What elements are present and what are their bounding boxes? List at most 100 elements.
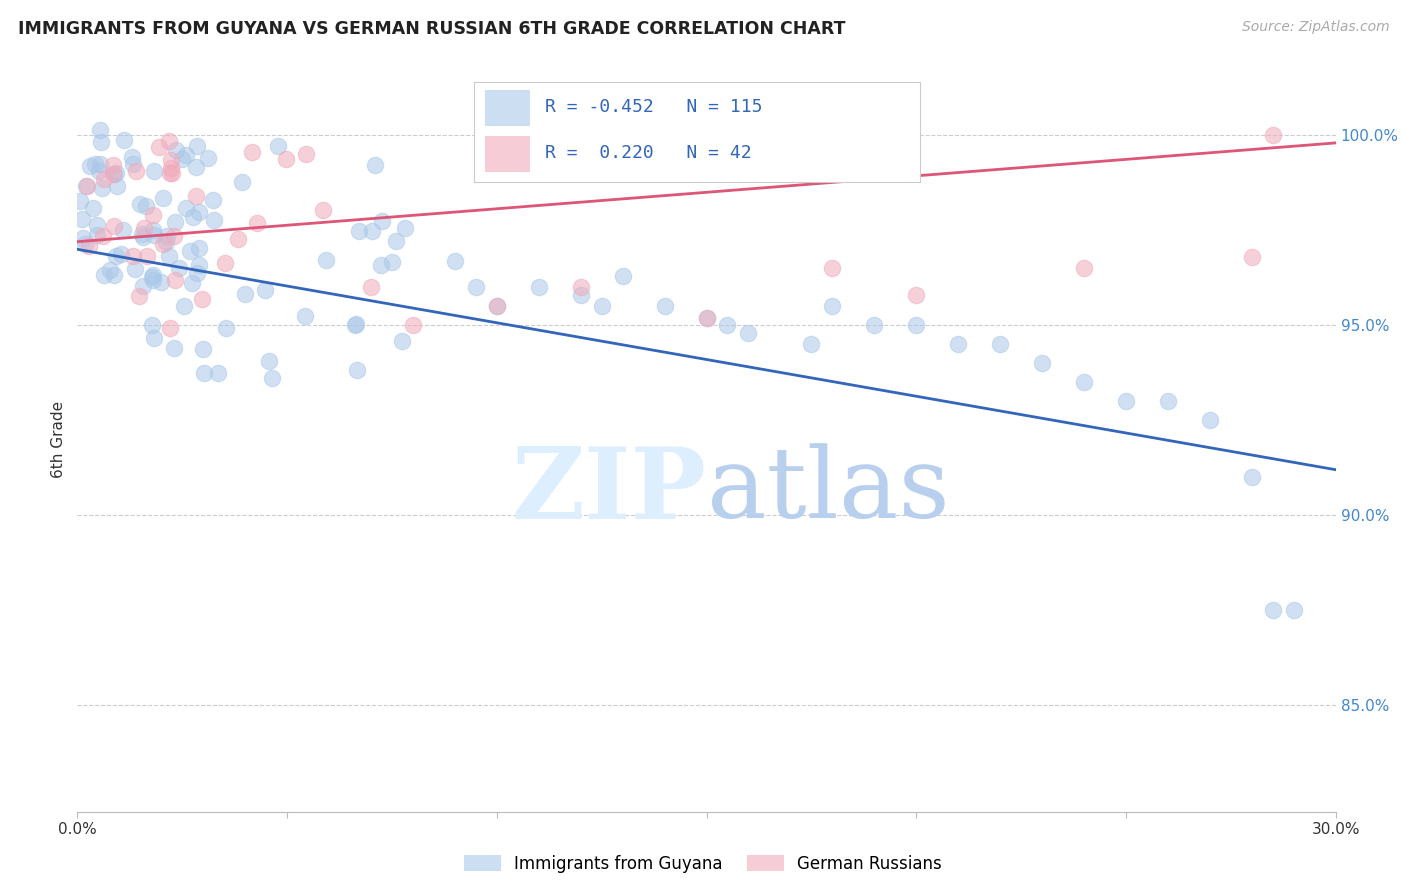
Point: [167, 261, 190, 276]
Point: [344, 318, 367, 332]
Point: [371, 214, 394, 228]
Point: [173, 299, 195, 313]
Point: [160, 161, 183, 175]
Point: [654, 299, 676, 313]
Point: [159, 321, 181, 335]
Point: [188, 258, 211, 272]
Point: [128, 197, 150, 211]
Point: [132, 221, 155, 235]
Point: [800, 337, 823, 351]
Point: [104, 166, 127, 180]
Point: [104, 249, 127, 263]
Point: [93, 268, 115, 283]
Point: [93, 171, 115, 186]
Point: [148, 140, 170, 154]
Point: [1282, 603, 1305, 617]
Point: [135, 249, 157, 263]
Point: [346, 363, 368, 377]
Point: [863, 318, 886, 333]
Point: [266, 139, 288, 153]
Point: [160, 153, 183, 168]
Point: [91, 229, 114, 244]
Point: [1261, 603, 1284, 617]
Point: [370, 258, 392, 272]
Point: [391, 334, 413, 348]
Point: [132, 230, 155, 244]
Point: [821, 299, 844, 313]
Point: [135, 199, 157, 213]
Point: [128, 289, 150, 303]
Point: [349, 224, 371, 238]
Text: ZIP: ZIP: [512, 443, 707, 540]
Point: [187, 205, 209, 219]
Point: [157, 134, 180, 148]
Point: [152, 236, 174, 251]
Point: [385, 234, 408, 248]
Point: [315, 252, 337, 267]
Point: [231, 175, 253, 189]
Point: [1199, 413, 1222, 427]
Point: [110, 247, 132, 261]
Point: [381, 255, 404, 269]
Point: [527, 280, 550, 294]
Point: [988, 337, 1011, 351]
Point: [464, 280, 486, 294]
Point: [696, 310, 718, 325]
Point: [821, 261, 844, 276]
Point: [141, 270, 163, 285]
Point: [73, 237, 96, 252]
Point: [215, 321, 238, 335]
Point: [274, 152, 297, 166]
Point: [197, 151, 219, 165]
Point: [131, 227, 153, 242]
Point: [142, 208, 165, 222]
Point: [485, 299, 508, 313]
Point: [101, 158, 124, 172]
Point: [948, 337, 970, 351]
Point: [122, 249, 145, 263]
Point: [132, 279, 155, 293]
Point: [188, 240, 211, 254]
Point: [174, 201, 197, 215]
Point: [76, 179, 98, 194]
Point: [79, 159, 101, 173]
Point: [87, 164, 110, 178]
Point: [98, 263, 121, 277]
Point: [191, 343, 214, 357]
Point: [364, 158, 387, 172]
Point: [186, 266, 208, 280]
Point: [190, 292, 212, 306]
Point: [295, 147, 318, 161]
Point: [105, 178, 128, 193]
Point: [112, 223, 135, 237]
Point: [312, 203, 335, 218]
Point: [72, 230, 94, 244]
Point: [90, 136, 112, 150]
Point: [142, 228, 165, 243]
Point: [402, 318, 425, 333]
Point: [77, 239, 100, 253]
Point: [163, 215, 186, 229]
Point: [163, 272, 186, 286]
Point: [179, 244, 201, 258]
Point: [155, 235, 177, 250]
Legend: Immigrants from Guyana, German Russians: Immigrants from Guyana, German Russians: [457, 848, 949, 880]
Point: [360, 280, 382, 294]
Point: [143, 164, 166, 178]
Point: [83, 157, 105, 171]
Point: [121, 157, 143, 171]
Point: [214, 255, 236, 269]
Point: [246, 216, 269, 230]
Point: [159, 249, 181, 263]
Point: [180, 277, 202, 291]
Point: [160, 166, 183, 180]
Point: [184, 160, 207, 174]
Point: [82, 202, 104, 216]
Point: [75, 178, 97, 193]
Point: [361, 224, 384, 238]
Point: [1157, 394, 1180, 409]
Point: [114, 133, 136, 147]
Point: [156, 229, 179, 244]
Point: [103, 268, 125, 283]
Point: [1073, 261, 1095, 276]
